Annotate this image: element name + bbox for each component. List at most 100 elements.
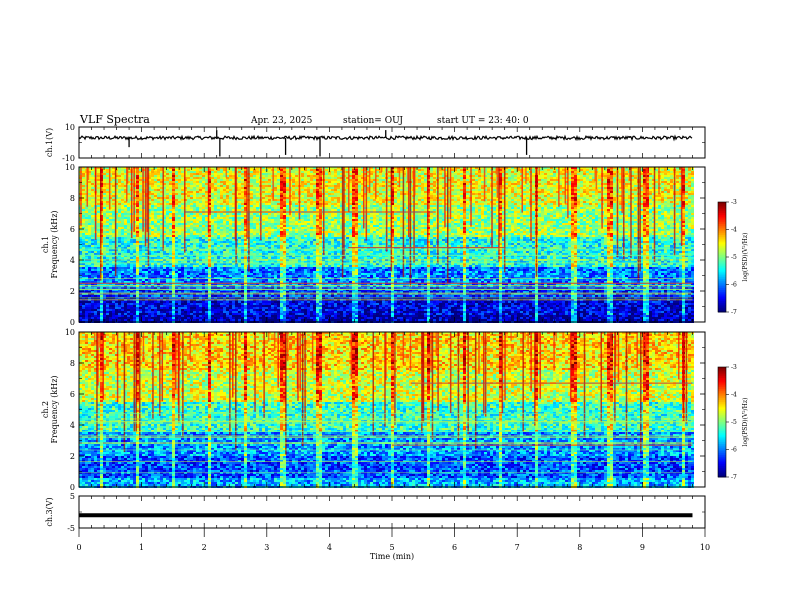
- ch1-spec-cell: [277, 207, 280, 209]
- ch1-spec-cell: [346, 173, 349, 175]
- ch1-spec-cell: [619, 209, 622, 211]
- ch1-spec-cell: [277, 167, 280, 169]
- ch1-spec-cell: [232, 191, 235, 193]
- ch1-spec-cell: [286, 173, 289, 175]
- ch1-spec-cell: [538, 205, 541, 207]
- ch1-spec-cell: [472, 173, 475, 175]
- ch1-spec-cell: [268, 213, 271, 215]
- ch1-spec-cell: [214, 213, 217, 215]
- ch1-spec-cell: [526, 199, 529, 201]
- ch1-spec-cell: [283, 195, 286, 197]
- ch1-spec-cell: [661, 207, 664, 209]
- ch1-spec-cell: [475, 207, 478, 209]
- ch1-spec-cell: [580, 183, 583, 185]
- ch1-spec-cell: [574, 193, 577, 195]
- ch1-spec-cell: [139, 187, 142, 189]
- ch1-spec-cell: [424, 189, 427, 191]
- ch1-spec-cell: [223, 205, 226, 207]
- ch1-spec-cell: [211, 195, 214, 197]
- ch1-spec-cell: [310, 195, 313, 197]
- ch1-spec-cell: [517, 169, 520, 171]
- ch1-spec-cell: [181, 191, 184, 193]
- ch1-spec-cell: [190, 185, 193, 187]
- ch1-spec-cell: [499, 197, 502, 199]
- ch1-spec-cell: [562, 189, 565, 191]
- ch1-spec-cell: [328, 205, 331, 207]
- ch1-spec-cell: [316, 205, 319, 207]
- ch1-spec-cell: [304, 177, 307, 179]
- ch1-spec-cell: [139, 183, 142, 185]
- ch1-spec-cell: [430, 209, 433, 211]
- ch1-spec-cell: [481, 199, 484, 201]
- ch1-spec-cell: [202, 167, 205, 169]
- ch1-spec-cell: [682, 209, 685, 211]
- ch1-spec-cell: [571, 211, 574, 213]
- ch1-spec-cell: [643, 197, 646, 199]
- ch1-spec-cell: [481, 187, 484, 189]
- ch1-spec-cell: [175, 181, 178, 183]
- ch1-spec-cell: [292, 199, 295, 201]
- ch1-spec-cell: [448, 179, 451, 181]
- ch1-spec-cell: [619, 167, 622, 169]
- ch1-spec-cell: [127, 175, 130, 177]
- ch1-spec-cell: [121, 199, 124, 201]
- ch1-spec-cell: [262, 173, 265, 175]
- ch1-spec-cell: [355, 185, 358, 187]
- ch1-spec-cell: [619, 193, 622, 195]
- ch1-spec-cell: [661, 173, 664, 175]
- ch1-spec-cell: [148, 167, 151, 169]
- ch1-spec-cell: [466, 167, 469, 169]
- ch1-spec-cell: [607, 171, 610, 173]
- ch1-spec-cell: [262, 207, 265, 209]
- ch1-spec-cell: [157, 173, 160, 175]
- ch1-spec-cell: [367, 171, 370, 173]
- ch1-spec-cell: [337, 187, 340, 189]
- ch1-spec-cell: [517, 197, 520, 199]
- ch1-spec-cell: [202, 189, 205, 191]
- ch1-spec-cell: [154, 171, 157, 173]
- ch1-spec-cell: [604, 173, 607, 175]
- ch1-spec-cell: [679, 183, 682, 185]
- ch1-spec-cell: [223, 189, 226, 191]
- ch1-spec-cell: [541, 197, 544, 199]
- ch1-spec-cell: [610, 197, 613, 199]
- ch1-spec-cell: [265, 179, 268, 181]
- ch1-spec-cell: [337, 213, 340, 215]
- ch1-spec-cell: [667, 179, 670, 181]
- ch1-spec-cell: [268, 181, 271, 183]
- ch1-spec-cell: [424, 171, 427, 173]
- ch1-spec-cell: [415, 171, 418, 173]
- ch1-spec-cell: [388, 197, 391, 199]
- ch1-spec-cell: [526, 169, 529, 171]
- ch1-spec-cell: [430, 185, 433, 187]
- ch1-spec-cell: [682, 197, 685, 199]
- ch1-spec-cell: [550, 197, 553, 199]
- ch1-spec-cell: [310, 183, 313, 185]
- ch1-spec-cell: [379, 173, 382, 175]
- ch1-spec-cell: [208, 193, 211, 195]
- ch1-spec-cell: [310, 203, 313, 205]
- ch1-spec-cell: [118, 199, 121, 201]
- ch1-spec-cell: [634, 209, 637, 211]
- ch1-spec-cell: [127, 171, 130, 173]
- ch1-spec-cell: [205, 191, 208, 193]
- ch1-spec-cell: [394, 183, 397, 185]
- ch1-spec-cell: [199, 193, 202, 195]
- ch1-spec-cell: [112, 177, 115, 179]
- ch1-spec-cell: [361, 171, 364, 173]
- ch1-spec-cell: [307, 191, 310, 193]
- ch1-spec-cell: [397, 189, 400, 191]
- ch1-spec-cell: [610, 167, 613, 169]
- ch1-spec-cell: [262, 169, 265, 171]
- ch1-spec-cell: [157, 203, 160, 205]
- ch1-spec-cell: [583, 207, 586, 209]
- ch1-spec-cell: [451, 175, 454, 177]
- ch1-spec-cell: [253, 207, 256, 209]
- ch1-spec-cell: [103, 185, 106, 187]
- ch1-spec-cell: [670, 209, 673, 211]
- ch1-spec-cell: [154, 199, 157, 201]
- ch1-spec-cell: [508, 185, 511, 187]
- ch1-spec-cell: [175, 195, 178, 197]
- ch1-spec-cell: [406, 187, 409, 189]
- ch1-spec-cell: [91, 187, 94, 189]
